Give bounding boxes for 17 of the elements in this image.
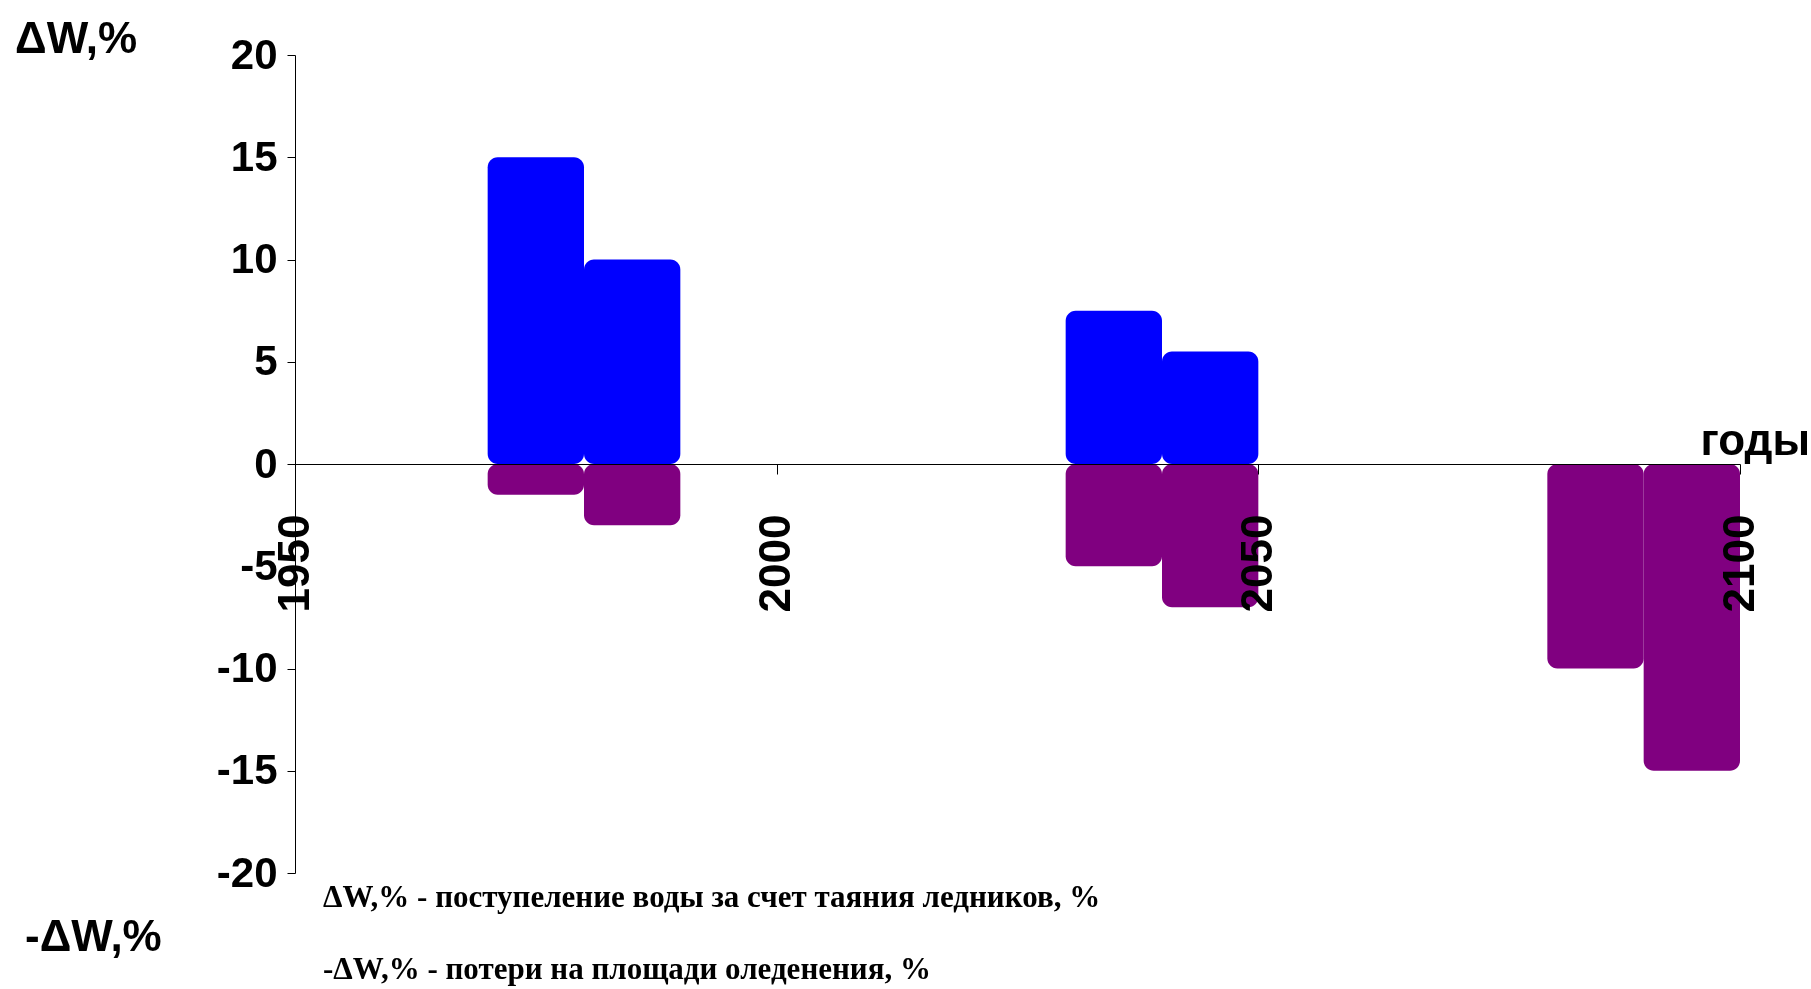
y-axis-title: ΔW,% bbox=[15, 13, 138, 62]
text: -ΔW,% bbox=[25, 911, 162, 960]
y-tick-label: 0 bbox=[254, 439, 278, 487]
text: -ΔW,% - потери на площади оледенения, % bbox=[323, 951, 931, 986]
x-tick-label: 2050 bbox=[1231, 514, 1281, 613]
y-tick-label: -20 bbox=[216, 848, 278, 896]
y-tick-label: -10 bbox=[216, 644, 278, 691]
text: ΔW,% - поступеление воды за счет таяния ледников, % bbox=[323, 879, 1101, 914]
y-tick-label: 5 bbox=[254, 337, 278, 385]
y-tick-label: -5 bbox=[240, 541, 278, 589]
y-tick-label: -15 bbox=[216, 746, 278, 794]
x-tick-label: 2000 bbox=[750, 514, 800, 613]
y-tick-label: 15 bbox=[230, 132, 278, 180]
y-tick-label: 20 bbox=[230, 30, 278, 78]
x-axis-title: годы bbox=[1700, 415, 1810, 464]
y-tick-label: 10 bbox=[230, 235, 278, 282]
x-tick-label: 2100 bbox=[1713, 514, 1763, 613]
